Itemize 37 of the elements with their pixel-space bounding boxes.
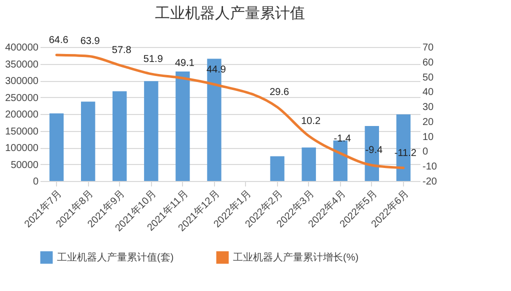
data-label: 10.2 bbox=[301, 116, 322, 128]
y2-tick-label: 0 bbox=[422, 146, 428, 158]
y-tick-label: 400000 bbox=[5, 42, 39, 54]
bar bbox=[144, 81, 158, 181]
bar bbox=[176, 71, 190, 181]
y-tick-label: 0 bbox=[32, 176, 39, 188]
data-label: 64.6 bbox=[48, 35, 69, 46]
data-label: 57.8 bbox=[112, 45, 132, 56]
y2-tick-label: 30 bbox=[422, 102, 434, 114]
bar bbox=[80, 102, 96, 181]
data-label: 63.9 bbox=[80, 36, 100, 48]
y2-tick-label: 10 bbox=[422, 132, 434, 143]
y2-tick-label: 20 bbox=[422, 116, 434, 128]
y2-tick-label: 40 bbox=[422, 87, 434, 98]
legend-label: 工业机器人产量累计增长(%) bbox=[233, 252, 359, 264]
y-tick-label: 200000 bbox=[5, 110, 39, 120]
y2-tick-label: 60 bbox=[422, 57, 434, 68]
bar bbox=[112, 91, 127, 181]
y-tick-label: 150000 bbox=[5, 126, 39, 138]
bar bbox=[302, 148, 316, 181]
legend-label: 工业机器人产量累计值(套) bbox=[57, 252, 174, 264]
bar bbox=[270, 156, 284, 181]
y-tick-label: 250000 bbox=[5, 92, 39, 104]
data-label: 29.6 bbox=[270, 87, 290, 98]
y2-tick-label: -10 bbox=[422, 162, 438, 173]
y-tick-label: 100000 bbox=[5, 143, 39, 154]
y2-tick-label: 50 bbox=[422, 72, 434, 84]
bar bbox=[333, 140, 348, 181]
y-tick-label: 300000 bbox=[5, 76, 39, 87]
y-tick-label: 50000 bbox=[10, 160, 39, 171]
data-label: 49.1 bbox=[174, 58, 195, 70]
y-tick-label: 350000 bbox=[5, 59, 39, 70]
y2-tick-label: 70 bbox=[422, 42, 434, 54]
data-label: 51.9 bbox=[143, 54, 164, 65]
bar bbox=[49, 113, 64, 181]
y2-tick-label: -20 bbox=[422, 176, 438, 188]
chart-title: 工业机器人产量累计值 bbox=[155, 5, 305, 22]
